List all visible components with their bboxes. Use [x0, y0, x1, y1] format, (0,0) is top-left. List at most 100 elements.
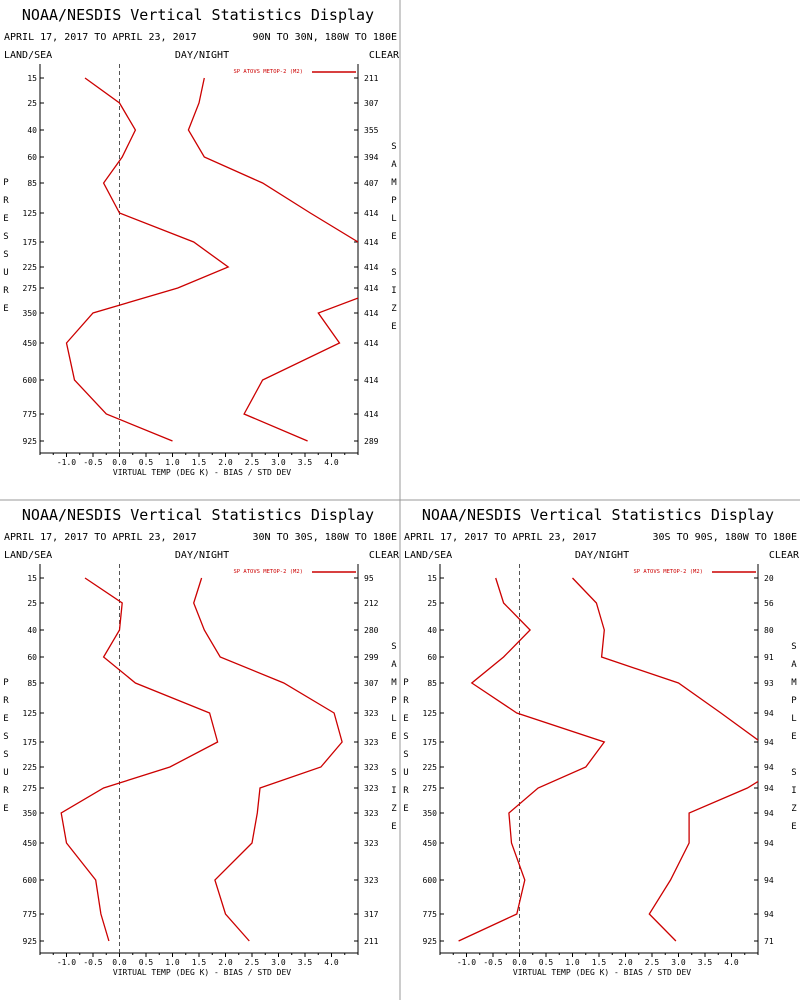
pressure-level-label: 125: [423, 709, 438, 718]
series-line-bias: [65, 77, 230, 442]
pressure-level-label: 925: [423, 937, 438, 946]
pressure-level-label: 600: [423, 876, 438, 885]
sample-size-axis-letter: L: [391, 214, 396, 224]
sample-size-axis-letter: Z: [391, 804, 397, 814]
sample-size-axis-letter: M: [391, 678, 397, 688]
sample-size-label: 394: [364, 153, 379, 162]
x-tick-label: 2.0: [218, 958, 233, 967]
pressure-level-label: 925: [23, 937, 38, 946]
x-tick-label: -1.0: [457, 958, 476, 967]
sample-size-label: 212: [364, 599, 379, 608]
x-tick-label: 0.5: [539, 958, 554, 967]
pressure-level-label: 175: [23, 238, 38, 247]
x-tick-label: 3.0: [271, 458, 286, 467]
sample-size-label: 211: [364, 937, 379, 946]
pressure-level-label: 600: [23, 876, 38, 885]
pressure-level-label: 40: [427, 626, 437, 635]
x-tick-label: 0.0: [112, 458, 127, 467]
sample-size-label: 94: [764, 738, 774, 747]
x-tick-label: -1.0: [57, 958, 76, 967]
x-axis-label: VIRTUAL TEMP (DEG K) - BIAS / STD DEV: [513, 968, 691, 977]
day-night-label: DAY/NIGHT: [575, 550, 629, 561]
chart-title: NOAA/NESDIS Vertical Statistics Display: [22, 506, 374, 524]
sample-size-label: 280: [364, 626, 379, 635]
region-label: 30S TO 90S, 180W TO 180E: [653, 532, 798, 543]
x-tick-label: 4.0: [324, 958, 339, 967]
pressure-axis-letter: E: [3, 714, 8, 724]
x-axis-label: VIRTUAL TEMP (DEG K) - BIAS / STD DEV: [113, 968, 291, 977]
pressure-axis-letter: R: [403, 696, 409, 706]
pressure-axis-letter: U: [403, 768, 408, 778]
x-tick-label: -1.0: [57, 458, 76, 467]
x-tick-label: 1.5: [592, 958, 607, 967]
pressure-axis-letter: R: [403, 786, 409, 796]
sample-size-label: 299: [364, 653, 379, 662]
series-line-std-dev: [193, 577, 343, 942]
pressure-level-label: 450: [23, 839, 38, 848]
sample-size-axis-letter: E: [791, 732, 796, 742]
x-tick-label: 3.0: [671, 958, 686, 967]
date-range: APRIL 17, 2017 TO APRIL 23, 2017: [4, 32, 197, 43]
land-sea-label: LAND/SEA: [4, 50, 52, 61]
pressure-axis-letter: P: [3, 678, 9, 688]
sample-size-label: 414: [364, 284, 379, 293]
sample-size-axis-letter: A: [391, 160, 397, 170]
pressure-level-label: 225: [23, 263, 38, 272]
pressure-level-label: 25: [27, 99, 37, 108]
sample-size-label: 80: [764, 626, 774, 635]
pressure-axis-letter: R: [3, 286, 9, 296]
x-tick-label: 1.0: [565, 958, 580, 967]
x-tick-label: 2.5: [245, 958, 260, 967]
pressure-level-label: 600: [23, 376, 38, 385]
sample-size-label: 407: [364, 179, 379, 188]
sample-size-axis-letter: S: [391, 268, 396, 278]
pressure-level-label: 350: [423, 809, 438, 818]
sample-size-label: 414: [364, 410, 379, 419]
sample-size-label: 93: [764, 679, 774, 688]
pressure-level-label: 40: [27, 126, 37, 135]
legend-label: SP ATOVS METOP-2 (M2): [233, 69, 303, 75]
x-tick-label: 2.0: [218, 458, 233, 467]
sample-size-axis-letter: E: [791, 822, 796, 832]
sample-size-label: 20: [764, 574, 774, 583]
sample-size-label: 414: [364, 339, 379, 348]
pressure-axis-letter: E: [3, 214, 8, 224]
x-tick-label: 0.0: [112, 958, 127, 967]
pressure-level-label: 350: [23, 809, 38, 818]
x-axis-label: VIRTUAL TEMP (DEG K) - BIAS / STD DEV: [113, 468, 291, 477]
pressure-axis-letter: P: [3, 178, 9, 188]
sample-size-label: 323: [364, 763, 379, 772]
pressure-axis-letter: E: [403, 804, 408, 814]
sample-size-label: 414: [364, 238, 379, 247]
sample-size-label: 323: [364, 709, 379, 718]
sample-size-axis-letter: S: [391, 768, 396, 778]
sample-size-axis-letter: E: [391, 732, 396, 742]
pressure-level-label: 85: [427, 679, 437, 688]
day-night-label: DAY/NIGHT: [175, 550, 229, 561]
sample-size-axis-letter: Z: [391, 304, 397, 314]
x-tick-label: 1.0: [165, 958, 180, 967]
x-tick-label: 3.0: [271, 958, 286, 967]
sample-size-label: 307: [364, 99, 379, 108]
sample-size-label: 323: [364, 784, 379, 793]
pressure-level-label: 275: [423, 784, 438, 793]
pressure-axis-letter: R: [3, 786, 9, 796]
pressure-axis-letter: P: [403, 678, 409, 688]
x-tick-label: 2.5: [645, 958, 660, 967]
pressure-level-label: 775: [423, 910, 438, 919]
sample-size-label: 307: [364, 679, 379, 688]
sample-size-label: 414: [364, 263, 379, 272]
pressure-level-label: 275: [23, 284, 38, 293]
region-label: 90N TO 30N, 180W TO 180E: [253, 32, 398, 43]
pressure-level-label: 225: [23, 763, 38, 772]
sample-size-label: 94: [764, 763, 774, 772]
sample-size-axis-letter: Z: [791, 804, 797, 814]
pressure-level-label: 15: [27, 74, 37, 83]
chart-panel-1: NOAA/NESDIS Vertical Statistics Display A…: [3, 6, 400, 477]
sample-size-axis-letter: P: [791, 696, 797, 706]
sample-size-label: 355: [364, 126, 379, 135]
sample-size-label: 71: [764, 937, 774, 946]
sample-size-axis-letter: S: [391, 142, 396, 152]
pressure-level-label: 60: [27, 153, 37, 162]
